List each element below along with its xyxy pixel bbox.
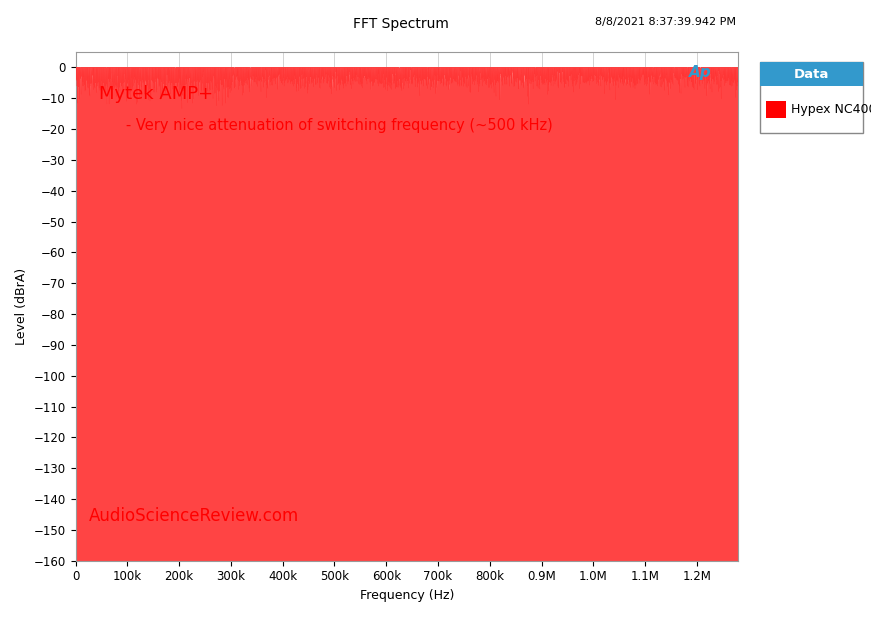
Text: Hypex NC400: Hypex NC400 xyxy=(791,103,871,117)
Y-axis label: Level (dBrA): Level (dBrA) xyxy=(15,268,28,345)
Text: Mytek AMP+: Mytek AMP+ xyxy=(98,85,213,103)
Text: Ap: Ap xyxy=(689,65,712,80)
Text: 8/8/2021 8:37:39.942 PM: 8/8/2021 8:37:39.942 PM xyxy=(595,17,736,27)
X-axis label: Frequency (Hz): Frequency (Hz) xyxy=(360,589,454,602)
Text: Data: Data xyxy=(794,67,829,81)
Text: AudioScienceReview.com: AudioScienceReview.com xyxy=(89,507,299,525)
Text: FFT Spectrum: FFT Spectrum xyxy=(353,17,449,31)
Text: - Very nice attenuation of switching frequency (~500 kHz): - Very nice attenuation of switching fre… xyxy=(112,118,553,133)
